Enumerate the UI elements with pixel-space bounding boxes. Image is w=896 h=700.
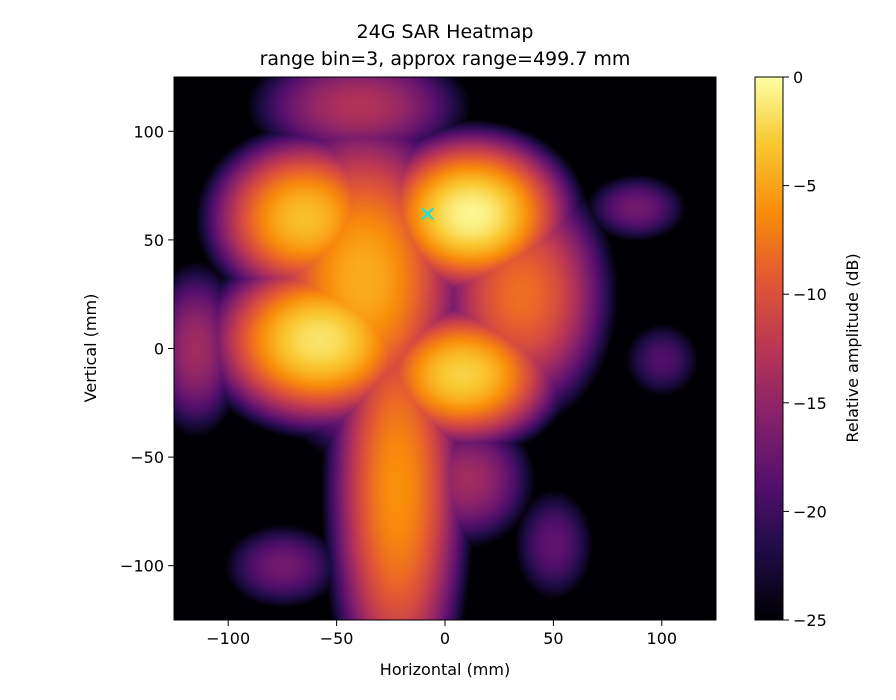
colorbar-area [755, 77, 783, 620]
y-axis-label: Vertical (mm) [81, 294, 100, 403]
colorbar-tick-label: −25 [793, 611, 827, 630]
x-axis-ticks: −100 −50 0 50 100 [206, 620, 677, 648]
y-tick-label: 0 [154, 340, 164, 359]
chart-title: 24G SAR Heatmap [357, 21, 534, 43]
chart-subtitle: range bin=3, approx range=499.7 mm [260, 48, 631, 70]
colorbar-gradient [755, 77, 783, 620]
colorbar-frame [754, 76, 784, 621]
colorbar-label: Relative amplitude (dB) [843, 253, 862, 442]
heatmap-plot-area [174, 77, 716, 620]
colorbar-tick-label: 0 [793, 68, 803, 87]
y-tick-label: −100 [120, 557, 164, 576]
colorbar-tick-label: −15 [793, 394, 827, 413]
heatmap-image [174, 77, 716, 620]
y-tick-label: −50 [130, 448, 164, 467]
colorbar-tick-label: −10 [793, 285, 827, 304]
x-axis-label: Horizontal (mm) [380, 660, 510, 679]
colorbar-ticks: 0 −5 −10 −15 −20 −25 [783, 68, 827, 630]
colorbar-tick-label: −5 [793, 177, 817, 196]
peak-marker [421, 207, 435, 221]
peak-marker-stroke [421, 207, 435, 221]
y-axis-ticks: −100 −50 0 50 100 [120, 122, 174, 576]
x-tick-label: 0 [440, 629, 450, 648]
x-tick-label: −100 [206, 629, 250, 648]
y-tick-label: 100 [133, 122, 164, 141]
x-tick-label: −50 [320, 629, 354, 648]
x-tick-label: 100 [647, 629, 678, 648]
x-tick-label: 50 [543, 629, 563, 648]
y-tick-label: 50 [144, 231, 164, 250]
colorbar-tick-label: −20 [793, 502, 827, 521]
